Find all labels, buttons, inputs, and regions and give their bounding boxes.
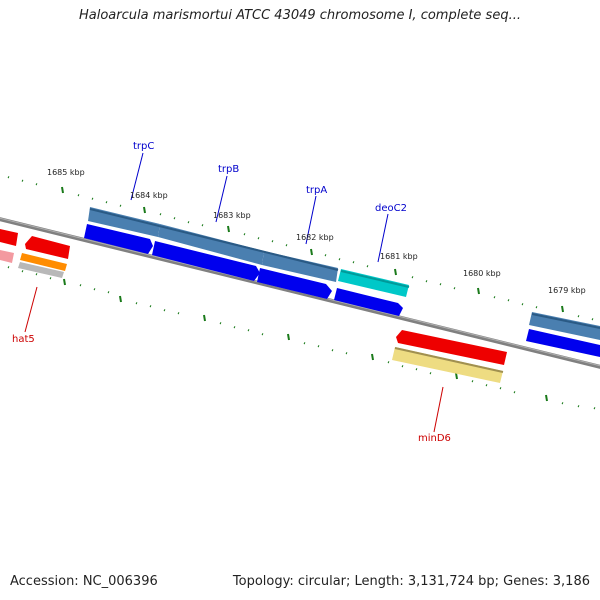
- gene-label-deoC2[interactable]: deoC2: [375, 203, 407, 214]
- gene-left-pink-edge[interactable]: [0, 250, 14, 263]
- gene-label-trpC[interactable]: trpC: [133, 141, 154, 152]
- gene-red-arrow-left[interactable]: [25, 236, 70, 259]
- scale-label-1684: 1684 kbp: [130, 191, 168, 200]
- gene-label-trpA[interactable]: trpA: [306, 185, 327, 196]
- gene-left-red-edge[interactable]: [0, 229, 18, 246]
- cds-trpB[interactable]: [152, 241, 260, 281]
- genome-summary-text: Topology: circular; Length: 3,131,724 bp…: [232, 574, 590, 589]
- cds-deoC2[interactable]: [334, 288, 403, 316]
- gene-label-minD6[interactable]: minD6: [418, 433, 451, 444]
- gene-trpC[interactable]: [88, 207, 160, 237]
- gene-gray-left[interactable]: [18, 262, 64, 278]
- gene-minD6[interactable]: [396, 330, 507, 365]
- scale-label-1685: 1685 kbp: [47, 168, 85, 177]
- accession-text: Accession: NC_006396: [10, 574, 158, 589]
- genome-backbone: [0, 217, 600, 369]
- gene-right-steelblue[interactable]: [529, 312, 600, 340]
- scale-label-1682: 1682 kbp: [296, 233, 334, 242]
- inner-ruler: [7, 266, 596, 410]
- outer-ruler: [7, 176, 594, 321]
- cds-trpA[interactable]: [257, 268, 332, 299]
- scale-label-1679: 1679 kbp: [548, 286, 586, 295]
- gene-trpB[interactable]: [158, 224, 264, 265]
- map-title: Haloarcula marismortui ATCC 43049 chromo…: [79, 8, 521, 23]
- scale-label-1683: 1683 kbp: [213, 211, 251, 220]
- scale-label-1680: 1680 kbp: [463, 269, 501, 278]
- scale-label-1681: 1681 kbp: [380, 252, 418, 261]
- cds-trpC[interactable]: [84, 224, 153, 254]
- gene-deoC2[interactable]: [338, 269, 409, 297]
- gene-label-trpB[interactable]: trpB: [218, 164, 239, 175]
- cds-right-blue[interactable]: [526, 329, 600, 357]
- gene-label-hat5[interactable]: hat5: [12, 334, 35, 345]
- gene-trpA[interactable]: [262, 251, 338, 282]
- gene-minD6-khaki[interactable]: [392, 347, 503, 383]
- gene-orange[interactable]: [20, 253, 67, 271]
- callout-lines: [24, 152, 444, 433]
